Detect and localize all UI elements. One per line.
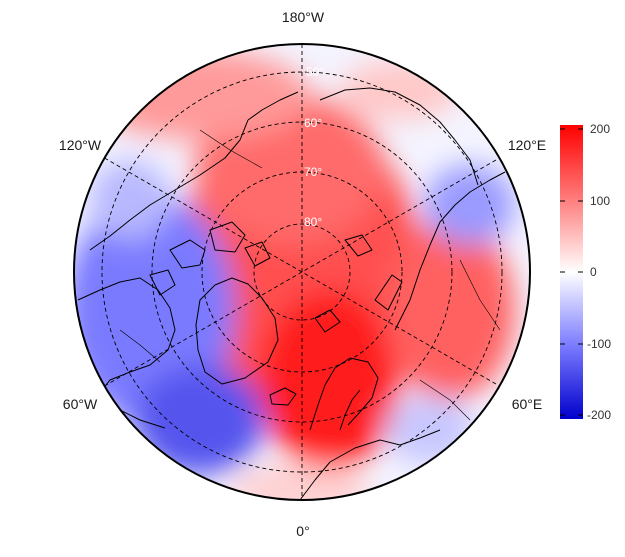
longitude-labels: 180°W 0° 120°W 120°E 60°W 60°E — [59, 9, 546, 539]
colorbar-label-100: 100 — [590, 194, 610, 208]
lon-label-120e: 120°E — [508, 137, 546, 153]
colorbar-label-neg100: -100 — [587, 337, 611, 351]
lat-label-70: 70° — [304, 165, 322, 179]
lon-label-60w: 60°W — [63, 396, 98, 412]
lat-label-80: 80° — [304, 215, 322, 229]
colorbar-label-neg200: -200 — [587, 408, 611, 422]
map-boundary — [73, 43, 531, 501]
lon-label-180w: 180°W — [282, 9, 325, 25]
lon-label-0: 0° — [296, 523, 309, 539]
colorbar-label-0: 0 — [590, 265, 597, 279]
latitude-labels: 50° 60° 70° 80° — [304, 65, 324, 229]
colorbar-tick-labels: 200 100 0 -100 -200 — [587, 122, 611, 422]
lat-label-60: 60° — [304, 116, 322, 130]
colorbar-label-200: 200 — [590, 122, 610, 136]
colorbar-ticks — [560, 128, 583, 416]
lat-label-50: 50° — [306, 65, 324, 79]
colorbar-gradient — [560, 125, 583, 419]
colorbar: 200 100 0 -100 -200 — [560, 122, 611, 422]
coastlines — [77, 87, 506, 500]
lon-label-60e: 60°E — [512, 396, 543, 412]
graticule — [101, 44, 503, 500]
lon-label-120w: 120°W — [59, 137, 102, 153]
